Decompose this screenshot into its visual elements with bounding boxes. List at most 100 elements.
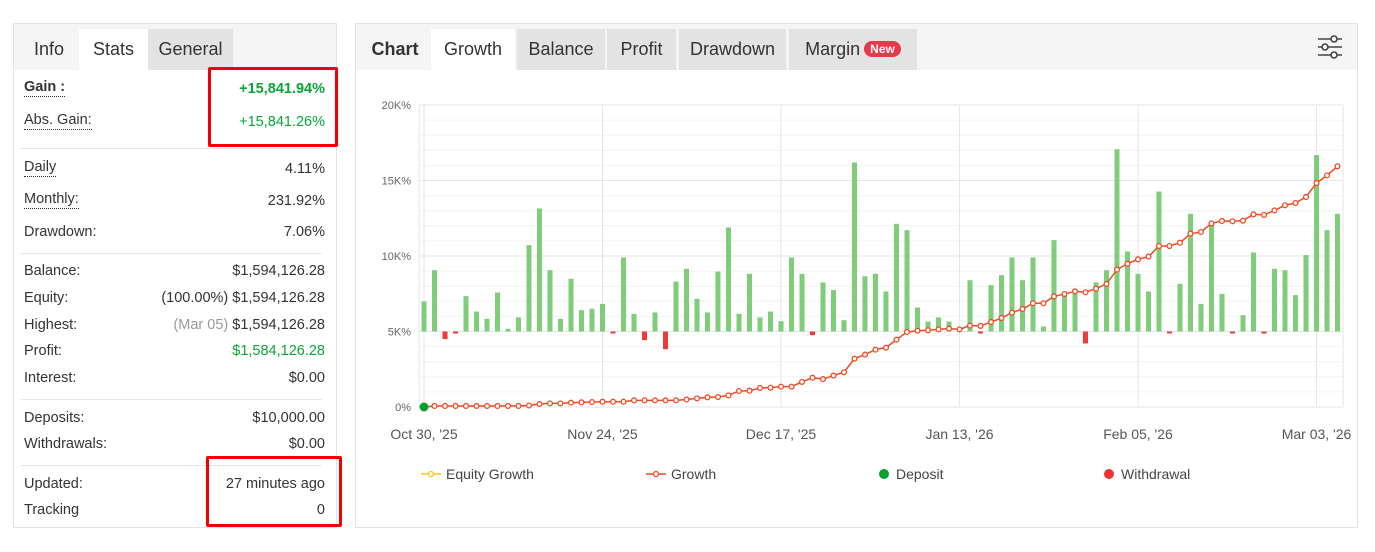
monthly-label[interactable]: Monthly: — [24, 191, 79, 209]
drawdown-value: 7.06% — [283, 224, 325, 240]
daily-bar — [768, 311, 773, 332]
growth-point — [1239, 217, 1247, 224]
legend-dot-icon — [879, 469, 889, 479]
growth-point — [1176, 239, 1184, 246]
daily-bar — [883, 291, 889, 332]
growth-point — [1260, 211, 1268, 218]
highest-row: Highest: (Mar 05) $1,594,126.28 — [24, 315, 325, 335]
daily-bar — [967, 280, 973, 332]
highest-value: (Mar 05) $1,594,126.28 — [173, 315, 325, 335]
tab-info[interactable]: Info — [33, 39, 65, 59]
daily-value: 4.11% — [284, 161, 325, 177]
daily-label[interactable]: Daily — [24, 159, 57, 177]
withdrawals-label: Withdrawals: — [24, 436, 107, 452]
growth-point — [893, 336, 900, 343]
daily-bar — [1177, 283, 1183, 332]
gain-value: +15,841.94% — [239, 81, 325, 97]
growth-point — [714, 393, 722, 401]
daily-bar — [600, 303, 605, 332]
growth-point — [830, 372, 837, 379]
x-tick-label: Nov 24, '25 — [567, 426, 638, 442]
daily-bar — [1303, 255, 1309, 332]
daily-bar — [1093, 282, 1099, 332]
daily-bar — [610, 331, 616, 334]
chart-panel: Chart Growth Balance Profit Drawdown Mar… — [355, 23, 1358, 528]
growth-point — [756, 384, 764, 392]
sliders-icon[interactable] — [1317, 34, 1343, 60]
daily-bar — [474, 311, 479, 332]
interest-label: Interest: — [24, 370, 77, 386]
daily-bar — [663, 331, 668, 350]
legend-label: Deposit — [896, 466, 944, 482]
daily-bar — [432, 270, 437, 332]
growth-point — [1302, 193, 1310, 201]
daily-bar — [778, 321, 784, 332]
daily-bar — [1072, 292, 1078, 332]
updated-label: Updated: — [24, 476, 83, 492]
growth-point — [809, 374, 816, 381]
tab-stats[interactable]: Stats — [79, 29, 148, 70]
daily-bar — [1261, 331, 1267, 334]
daily-bar — [1135, 273, 1141, 332]
equity-amount: $1,594,126.28 — [232, 290, 325, 306]
growth-line — [423, 165, 1338, 408]
tab-growth[interactable]: Growth — [431, 29, 515, 70]
growth-point — [630, 397, 638, 404]
growth-point — [1281, 202, 1289, 209]
tab-drawdown[interactable]: Drawdown — [679, 29, 786, 70]
monthly-row: Monthly: 231.92% — [24, 191, 325, 211]
gain-label[interactable]: Gain : — [24, 79, 66, 97]
growth-point — [1271, 207, 1278, 214]
daily-bar — [484, 318, 490, 332]
daily-bar — [694, 298, 700, 332]
daily-bar — [526, 245, 532, 332]
daily-bar — [873, 273, 878, 332]
daily-bar — [726, 227, 731, 332]
legend-label: Growth — [671, 466, 716, 482]
tab-balance[interactable]: Balance — [517, 29, 605, 70]
abs-gain-row: Abs. Gain: +15,841.26% — [24, 112, 325, 132]
abs-gain-label[interactable]: Abs. Gain: — [24, 112, 92, 130]
daily-bar — [988, 285, 994, 332]
legend-item-withdrawal: Withdrawal — [1104, 466, 1190, 482]
growth-point — [798, 378, 806, 385]
deposit-marker — [419, 402, 429, 412]
profit-label: Profit: — [24, 343, 62, 359]
daily-bar — [852, 162, 857, 332]
legend-item-growth: Growth — [646, 466, 716, 482]
daily-bar — [1062, 294, 1067, 332]
daily-bar — [1156, 191, 1162, 332]
growth-point — [1082, 289, 1089, 296]
daily-bar — [915, 307, 920, 332]
daily-bar — [1020, 280, 1025, 332]
growth-point — [662, 397, 669, 404]
abs-gain-value: +15,841.26% — [239, 114, 325, 130]
daily-bar — [1230, 331, 1235, 334]
growth-point — [1061, 291, 1068, 298]
growth-point — [861, 351, 869, 358]
daily-bar — [1188, 213, 1193, 332]
balance-label: Balance: — [24, 263, 81, 279]
daily-bar — [936, 317, 941, 332]
daily-bar — [1335, 213, 1340, 332]
interest-row: Interest: $0.00 — [24, 368, 325, 388]
daily-bar — [1104, 270, 1109, 332]
left-tabbar: Info Stats General — [14, 24, 336, 70]
daily-bar — [810, 331, 815, 336]
growth-point — [704, 394, 711, 401]
daily-bar — [799, 273, 805, 332]
daily-bar — [1293, 295, 1298, 332]
divider — [21, 253, 322, 254]
highest-label: Highest: — [24, 317, 78, 333]
legend-dot-icon — [1104, 469, 1114, 479]
daily-bar — [841, 320, 847, 332]
gain-row: Gain : +15,841.94% — [24, 79, 325, 99]
daily-bar — [589, 308, 595, 332]
daily-bar — [516, 317, 521, 332]
growth-point — [431, 402, 438, 409]
drawdown-label: Drawdown: — [24, 224, 97, 240]
daily-row: Daily 4.11% — [24, 159, 325, 179]
tab-general[interactable]: General — [148, 29, 233, 70]
tab-margin[interactable]: Margin New — [789, 29, 917, 70]
tab-profit[interactable]: Profit — [607, 29, 676, 70]
